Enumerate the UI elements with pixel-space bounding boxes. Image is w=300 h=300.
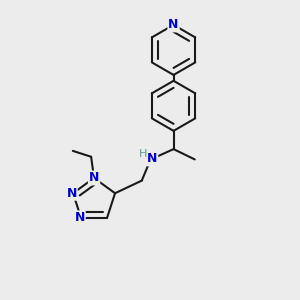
Text: N: N [89,172,99,184]
Text: H: H [139,149,147,159]
Text: N: N [66,187,77,200]
Text: N: N [168,18,179,32]
Text: N: N [74,212,85,224]
Text: N: N [147,152,157,165]
